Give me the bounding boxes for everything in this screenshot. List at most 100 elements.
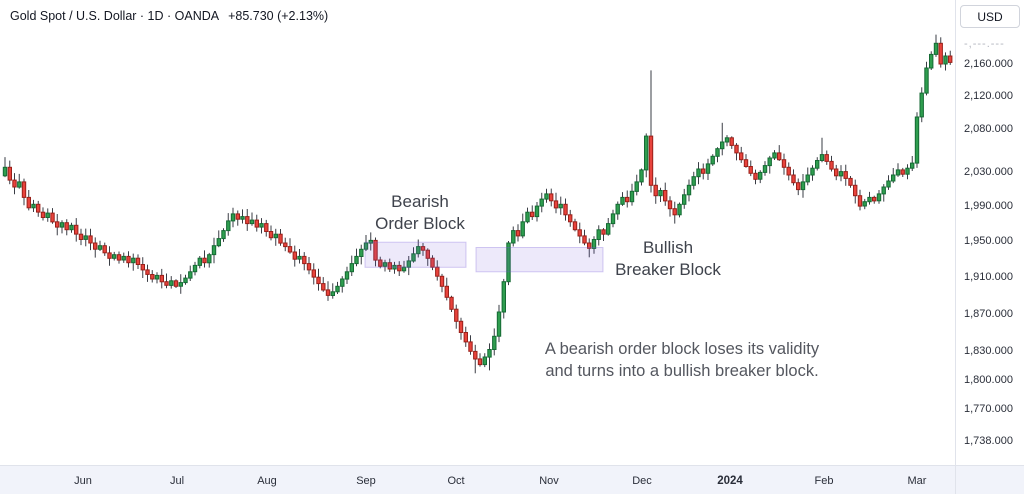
candle xyxy=(644,133,649,178)
candle xyxy=(900,167,905,177)
candle xyxy=(948,50,953,65)
candle xyxy=(815,157,820,171)
candle xyxy=(36,200,41,217)
bearish-order-block-label[interactable]: Bearish Order Block xyxy=(375,192,465,233)
candle xyxy=(416,239,421,258)
candle xyxy=(406,256,412,276)
candle xyxy=(530,205,535,220)
candle xyxy=(321,277,326,292)
candle xyxy=(881,184,886,202)
time-tick-label: Nov xyxy=(539,474,559,487)
candle xyxy=(197,256,203,269)
time-axis[interactable]: Jun Jul Aug Sep Oct Nov Dec 2024 Feb Mar xyxy=(0,465,1024,494)
candle xyxy=(202,250,207,268)
candle xyxy=(216,230,222,248)
candle xyxy=(525,207,530,224)
candle xyxy=(454,304,459,329)
candle xyxy=(667,196,673,217)
bearish-order-block-zone[interactable] xyxy=(364,241,467,268)
candle xyxy=(710,154,715,166)
candle xyxy=(31,199,36,212)
candle xyxy=(69,222,74,233)
candle xyxy=(862,198,867,210)
price-tick-label: 1,950.000 xyxy=(964,235,1013,248)
axis-corner-divider xyxy=(955,466,956,494)
candle xyxy=(135,254,141,269)
candle xyxy=(553,192,559,214)
candle xyxy=(924,61,929,96)
candle xyxy=(796,178,801,196)
candle xyxy=(615,201,620,220)
price-tick-label: 1,830.000 xyxy=(964,345,1013,358)
candle xyxy=(335,281,340,294)
candle xyxy=(829,155,834,172)
candle xyxy=(145,264,150,282)
candle xyxy=(330,283,336,299)
candle xyxy=(211,237,217,264)
price-change: +85.730 (+2.13%) xyxy=(228,9,329,23)
candle xyxy=(93,237,98,258)
candle xyxy=(121,252,126,263)
candle xyxy=(639,168,644,186)
candle xyxy=(501,278,507,319)
candle xyxy=(188,265,193,281)
annotation-layer: Bearish Order Block Bullish Breaker Block A … xyxy=(375,192,820,380)
candle xyxy=(596,225,601,246)
candle xyxy=(387,258,393,272)
candle xyxy=(895,163,901,177)
candle xyxy=(17,173,22,189)
candle xyxy=(824,150,829,165)
candle xyxy=(83,228,88,247)
bullish-breaker-block-label[interactable]: Bullish Breaker Block xyxy=(615,238,721,279)
candle xyxy=(397,261,402,276)
candle xyxy=(767,155,772,174)
candle xyxy=(59,220,65,234)
candle xyxy=(150,270,155,283)
candle xyxy=(810,165,815,181)
bullish-breaker-block-zone[interactable] xyxy=(475,247,604,273)
currency-badge[interactable]: USD xyxy=(960,5,1020,28)
price-tick-label: 1,910.000 xyxy=(964,271,1013,284)
candle xyxy=(853,179,858,204)
candle xyxy=(430,255,435,271)
candle xyxy=(112,251,117,261)
candle xyxy=(444,277,450,301)
candlestick-plot[interactable] xyxy=(0,0,955,465)
candle xyxy=(734,143,739,161)
candle xyxy=(373,237,378,267)
candle xyxy=(582,229,587,246)
candle xyxy=(544,188,549,203)
candle xyxy=(591,236,597,254)
candle xyxy=(653,177,658,204)
candle xyxy=(629,183,635,206)
candle xyxy=(682,188,687,209)
candle xyxy=(297,249,302,264)
candle xyxy=(834,164,839,181)
candle xyxy=(249,212,255,226)
candle xyxy=(720,122,725,156)
candle xyxy=(420,243,426,256)
candle xyxy=(487,343,492,371)
price-tick-label: 2,030.000 xyxy=(964,165,1013,178)
candle xyxy=(658,187,663,202)
candle xyxy=(169,276,174,289)
candle xyxy=(772,150,777,160)
candle xyxy=(838,165,844,182)
candle xyxy=(159,268,165,289)
price-axis[interactable]: USD -,---.--- 2,160.000 2,120.000 2,080.00… xyxy=(955,0,1024,465)
candle xyxy=(64,219,69,236)
price-tick-label: 1,770.000 xyxy=(964,403,1013,416)
candle xyxy=(515,224,521,242)
candle xyxy=(929,51,934,70)
candle xyxy=(102,242,107,256)
symbol-title[interactable]: Gold Spot / U.S. Dollar · 1D · OANDA xyxy=(10,9,220,23)
candle xyxy=(7,160,13,185)
candle xyxy=(382,259,388,272)
candle xyxy=(914,112,920,168)
candle xyxy=(435,260,440,281)
candle xyxy=(620,192,625,206)
price-tick-label: 1,800.000 xyxy=(964,374,1013,386)
candle xyxy=(50,208,55,224)
breaker-description[interactable]: A bearish order block loses its validity… xyxy=(544,340,820,380)
candle xyxy=(359,244,364,265)
